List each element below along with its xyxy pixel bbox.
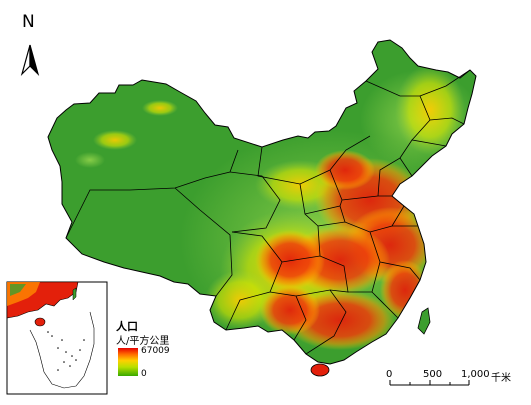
scale-unit: 千米 xyxy=(491,373,511,384)
south-china-sea-inset xyxy=(6,281,108,395)
scale-tick-0: 0 xyxy=(386,369,393,380)
scale-bar xyxy=(389,380,470,386)
islands xyxy=(310,307,431,377)
province-boundaries xyxy=(65,69,471,355)
legend-max-label: 67009 xyxy=(141,346,170,356)
hainan-island xyxy=(310,363,330,377)
scale-tick-1000: 1,000 xyxy=(461,369,490,380)
north-arrow-icon xyxy=(20,44,40,77)
legend-min-label: 0 xyxy=(141,369,147,379)
taiwan-island xyxy=(417,307,431,335)
legend-title: 人口 xyxy=(116,320,138,333)
legend-color-ramp xyxy=(118,348,138,376)
north-label: N xyxy=(22,12,35,32)
scale-tick-500: 500 xyxy=(423,369,443,380)
legend-unit: 人/平方公里 xyxy=(116,336,170,347)
